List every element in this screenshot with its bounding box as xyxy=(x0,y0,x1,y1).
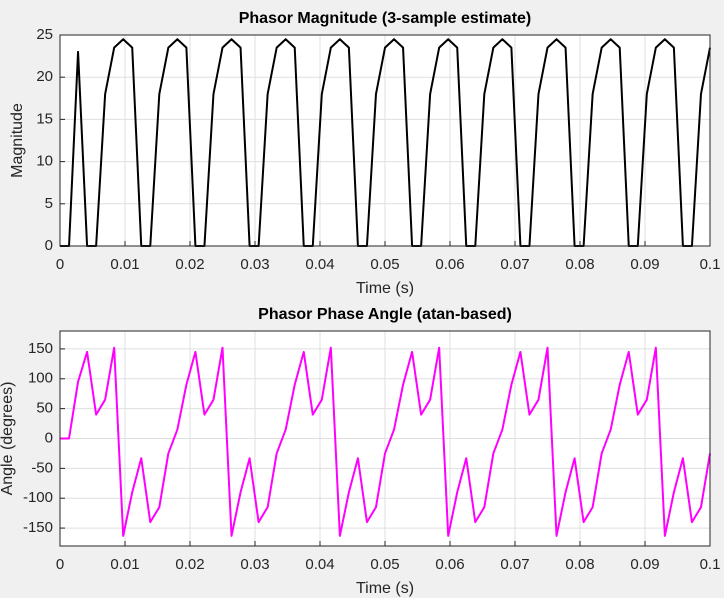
x-axis-label: Time (s) xyxy=(356,280,414,297)
y-tick-label: -150 xyxy=(23,519,53,536)
x-tick-label: 0.08 xyxy=(565,556,594,573)
y-tick-label: 25 xyxy=(36,26,53,43)
y-tick-label: 150 xyxy=(28,340,53,357)
y-tick-label: 15 xyxy=(36,110,53,127)
x-tick-label: 0.01 xyxy=(110,556,139,573)
x-tick-label: 0.1 xyxy=(700,556,721,573)
axes-box xyxy=(59,330,711,547)
x-tick-label: 0.07 xyxy=(500,556,529,573)
x-tick-label: 0 xyxy=(56,256,64,273)
y-tick-label: 0 xyxy=(45,237,53,254)
x-tick-label: 0.03 xyxy=(240,556,269,573)
x-tick-label: 0.07 xyxy=(500,256,529,273)
x-tick-label: 0.06 xyxy=(435,256,464,273)
y-tick-label: 0 xyxy=(45,429,53,446)
x-tick-label: 0.02 xyxy=(175,556,204,573)
data-line xyxy=(60,346,711,537)
chart-title: Phasor Phase Angle (atan-based) xyxy=(258,306,512,323)
x-tick-label: 0.01 xyxy=(110,256,139,273)
chart-title: Phasor Magnitude (3-sample estimate) xyxy=(239,10,532,27)
y-tick-label: 100 xyxy=(28,370,53,387)
y-tick-label: 10 xyxy=(36,153,53,170)
y-tick-label: -50 xyxy=(31,459,53,476)
x-tick-label: 0.09 xyxy=(630,256,659,273)
x-tick-label: 0.04 xyxy=(305,256,334,273)
data-line xyxy=(60,38,711,247)
x-tick-label: 0.03 xyxy=(240,256,269,273)
x-tick-label: 0.05 xyxy=(370,256,399,273)
axes-box xyxy=(59,34,711,247)
y-tick-label: 50 xyxy=(36,400,53,417)
x-tick-label: 0.1 xyxy=(700,256,721,273)
y-tick-label: -100 xyxy=(23,489,53,506)
y-axis-label: Angle (degrees) xyxy=(0,382,16,496)
x-tick-label: 0 xyxy=(56,556,64,573)
x-tick-label: 0.05 xyxy=(370,556,399,573)
y-tick-label: 5 xyxy=(45,195,53,212)
x-tick-label: 0.04 xyxy=(305,556,334,573)
x-tick-label: 0.08 xyxy=(565,256,594,273)
x-tick-label: 0.09 xyxy=(630,556,659,573)
x-tick-label: 0.02 xyxy=(175,256,204,273)
x-tick-label: 0.06 xyxy=(435,556,464,573)
x-axis-label: Time (s) xyxy=(356,580,414,597)
y-tick-label: 20 xyxy=(36,68,53,85)
y-axis-label: Magnitude xyxy=(9,103,26,178)
